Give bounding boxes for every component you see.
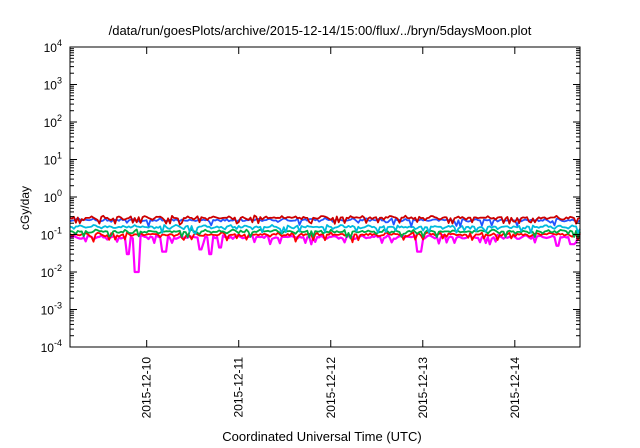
series-layer	[69, 214, 581, 274]
x-tick-label: 2015-12-13	[416, 357, 430, 419]
x-axis-label: Coordinated Universal Time (UTC)	[222, 429, 421, 444]
plot-frame	[69, 46, 581, 348]
y-tick-label: 10-4	[41, 338, 62, 355]
chart-title: /data/run/goesPlots/archive/2015-12-14/1…	[109, 23, 532, 38]
y-axis: 104 103 102 101 100 10-1 10-2 10-3 10-4	[41, 38, 580, 355]
x-tick-label: 2015-12-10	[140, 357, 154, 419]
y-axis-label: cGy/day	[18, 186, 32, 230]
x-tick-label: 2015-12-14	[508, 357, 522, 419]
y-tick-label: 102	[44, 113, 62, 130]
y-tick-label: 101	[44, 151, 62, 168]
series-line	[69, 231, 581, 244]
x-tick-label: 2015-12-12	[324, 357, 338, 419]
series-line	[69, 214, 581, 226]
x-axis: 2015-12-10 2015-12-11 2015-12-12 2015-12-13…	[140, 47, 522, 418]
y-tick-label: 10-3	[41, 301, 62, 318]
series-line	[69, 224, 581, 235]
y-tick-label: 10-2	[41, 263, 62, 280]
y-tick-label: 103	[44, 76, 62, 93]
y-tick-label: 100	[44, 188, 62, 205]
y-tick-label: 10-1	[41, 226, 62, 243]
x-tick-label: 2015-12-11	[232, 357, 246, 418]
y-tick-label: 104	[44, 38, 62, 55]
